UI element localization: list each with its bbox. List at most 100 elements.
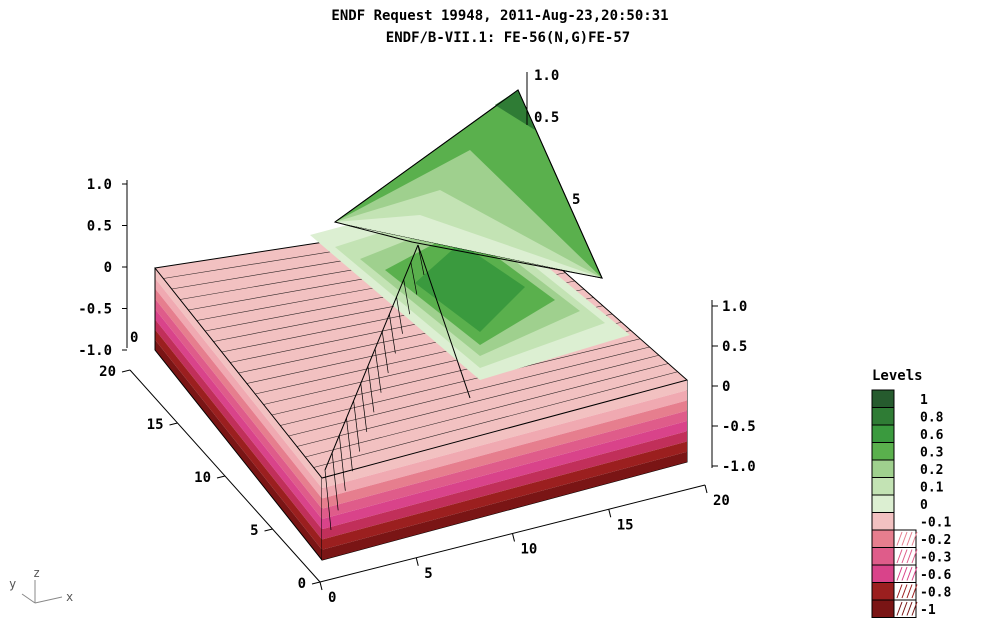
legend-label: 0 (920, 498, 928, 513)
z-tick-label-left: 0.5 (87, 219, 112, 235)
legend-hatch-line (901, 601, 908, 616)
grid-line (288, 346, 650, 437)
left-wall-band (155, 288, 322, 509)
ridge-line (374, 348, 382, 393)
gizmo-z-label: z (33, 566, 40, 580)
ridge-line (353, 400, 360, 452)
legend-label: 0.8 (920, 411, 944, 426)
y-tick (169, 422, 178, 426)
y-tick-label: 10 (194, 470, 211, 486)
chart-subtitle: ENDF/B-VII.1: FE-56(N,G)FE-57 (386, 30, 630, 46)
legend-swatch (871, 564, 895, 583)
z-tick-label-right: 1.0 (722, 299, 747, 315)
legend-hatch-line (906, 601, 913, 616)
x-tick (608, 509, 612, 518)
x-tick (512, 533, 515, 542)
right-wall-band (322, 390, 687, 499)
legend-hatch-line (896, 601, 903, 616)
y-tick-label: 5 (250, 523, 258, 539)
y-tick (264, 528, 273, 532)
legend-hatch-line (911, 531, 918, 546)
z-tick-label-right: 0.5 (722, 339, 747, 355)
left-wall-band (155, 309, 322, 530)
right-wall-band (322, 410, 687, 519)
legend-title: Levels (872, 368, 923, 384)
legend-label: -0.1 (920, 516, 951, 531)
side-walls (154, 268, 688, 561)
legend-label: 0.1 (920, 481, 944, 496)
ridge-line (367, 366, 375, 413)
right-wall-band (322, 441, 687, 550)
legend-label: 0.2 (920, 463, 943, 478)
contour-region (415, 243, 525, 332)
legend-swatch (871, 582, 895, 601)
legend-hatch-line (901, 566, 908, 581)
legend-hatch-line (911, 584, 918, 599)
legend-label: 0.3 (920, 446, 943, 461)
ridge-peak (495, 90, 535, 130)
left-wall-band (155, 298, 322, 519)
legend-hatch-line (901, 531, 908, 546)
legend-label: -0.6 (920, 568, 951, 583)
axis-gizmo: z x y (9, 566, 73, 604)
y-tick-label: 15 (147, 417, 164, 433)
legend: Levels 1 0.8 0.6 0.3 0.2 0.1 0 -0.1 -0.2 -0.3 -0.6… (871, 368, 951, 618)
left-wall-band (155, 278, 322, 499)
legend-hatch-line (896, 531, 903, 546)
gizmo-x-label: x (66, 590, 73, 604)
gizmo-y-label: y (9, 577, 16, 591)
legend-hatch-line (906, 531, 913, 546)
legend-swatch (871, 389, 895, 408)
legend-label: -0.3 (920, 551, 951, 566)
back-y-tick-label: 0 (130, 330, 138, 346)
y-tick (311, 581, 321, 585)
z-tick-label-left: 0 (104, 260, 112, 276)
legend-label: -0.8 (920, 586, 951, 601)
legend-hatch-line (896, 584, 903, 599)
ridge-line (396, 296, 403, 334)
y-tick (121, 369, 131, 373)
legend-swatch (871, 529, 895, 548)
x-tick-label: 20 (713, 493, 730, 509)
legend-swatch (871, 477, 895, 496)
legend-swatch (871, 494, 895, 513)
grid-line (305, 363, 669, 458)
right-wall-band (322, 431, 687, 540)
y-tick-label: 0 (298, 576, 306, 592)
ridge-line (410, 262, 418, 295)
z-tick-label-right: -1.0 (722, 459, 756, 475)
y-tick-label: 20 (99, 364, 116, 380)
x-tick-label: 15 (617, 517, 634, 533)
ridge-outline (334, 89, 603, 279)
ridge-spine (417, 244, 471, 399)
left-wall-band (155, 268, 322, 489)
x-tick (319, 581, 323, 591)
y-tick (216, 475, 226, 479)
legend-hatch-line (901, 584, 908, 599)
ridge-band (335, 215, 602, 278)
legend-swatch (871, 547, 895, 566)
legend-label: -0.2 (920, 533, 951, 548)
left-wall-bands (154, 268, 688, 561)
ridge-line (331, 452, 339, 511)
x-tick-label: 5 (424, 566, 432, 582)
legend-swatch (871, 424, 895, 443)
right-wall-band (322, 380, 687, 489)
z-tick-label-back: 0.5 (534, 110, 559, 126)
legend-hatch-line (896, 549, 903, 564)
legend-swatch (871, 599, 895, 618)
z-tick-label-back: 1.0 (534, 68, 559, 84)
ridge-line (338, 435, 346, 491)
legend-label: 1 (920, 393, 928, 408)
z-tick-label-back: 5 (572, 192, 580, 208)
x-tick (704, 484, 708, 494)
z-tick-label-right: -0.5 (722, 419, 756, 435)
legend-hatch-line (906, 566, 913, 581)
ridge-line (417, 244, 425, 276)
x-tick-label: 10 (521, 542, 538, 558)
left-wall-band (155, 319, 322, 540)
ridge-line (381, 331, 389, 374)
right-wall-bands (322, 380, 687, 560)
ridge-spine (324, 244, 419, 471)
